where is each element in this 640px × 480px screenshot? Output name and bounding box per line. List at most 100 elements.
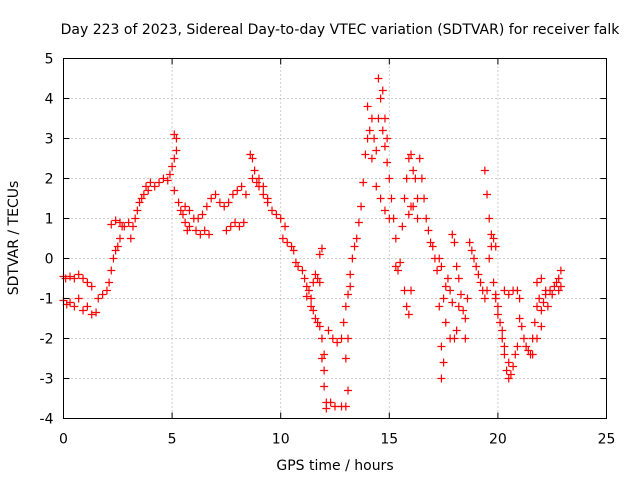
data-point (294, 262, 303, 271)
data-point (509, 362, 518, 371)
data-point (441, 318, 450, 327)
data-point (178, 210, 187, 219)
data-point (515, 294, 524, 303)
data-point (309, 306, 318, 315)
data-point (380, 142, 389, 151)
data-point (222, 226, 231, 235)
data-point (398, 222, 407, 231)
data-point (344, 290, 353, 299)
data-point (237, 182, 246, 191)
data-point (443, 274, 452, 283)
data-point (202, 202, 211, 211)
data-point (409, 166, 418, 175)
data-point (413, 214, 422, 223)
data-point (205, 230, 214, 239)
data-point (380, 206, 389, 215)
data-point (437, 342, 446, 351)
data-point (174, 198, 183, 207)
x-axis-label: GPS time / hours (276, 458, 393, 474)
data-point (235, 222, 244, 231)
data-point (363, 102, 372, 111)
data-point (465, 238, 474, 247)
data-point (215, 198, 224, 207)
data-point (435, 302, 444, 311)
data-point (519, 334, 528, 343)
data-point (496, 318, 505, 327)
data-point (493, 302, 502, 311)
data-point (407, 286, 416, 295)
data-point (109, 254, 118, 263)
chart-title: Day 223 of 2023, Sidereal Day-to-day VTE… (61, 22, 621, 38)
data-point (361, 150, 370, 159)
y-tick-label: 0 (45, 252, 54, 268)
data-point (298, 266, 307, 275)
x-tick-label: 10 (272, 432, 290, 448)
data-point (70, 302, 79, 311)
data-point (537, 274, 546, 283)
data-point (500, 350, 509, 359)
data-point (139, 190, 148, 199)
data-point (376, 194, 385, 203)
data-point (111, 216, 120, 225)
data-point (461, 334, 470, 343)
data-point (400, 194, 409, 203)
data-point (500, 286, 509, 295)
data-point (254, 174, 263, 183)
data-point (389, 214, 398, 223)
data-point (196, 230, 205, 239)
data-point (107, 220, 116, 229)
data-point (491, 294, 500, 303)
data-point (532, 334, 541, 343)
data-point (385, 174, 394, 183)
data-point (185, 206, 194, 215)
data-point (207, 194, 216, 203)
data-point (532, 302, 541, 311)
data-point (248, 154, 257, 163)
data-point (409, 202, 418, 211)
data-point (476, 278, 485, 287)
data-point (528, 350, 537, 359)
data-point (387, 194, 396, 203)
data-point (74, 294, 83, 303)
data-point (483, 190, 492, 199)
data-point (115, 234, 124, 243)
y-tick-label: 2 (45, 172, 54, 188)
data-point (165, 170, 174, 179)
data-point (367, 154, 376, 163)
data-point (113, 242, 122, 251)
data-point (304, 286, 313, 295)
data-point (163, 176, 172, 185)
data-point (380, 114, 389, 123)
data-point (470, 254, 479, 263)
data-point (535, 294, 544, 303)
data-point (126, 234, 135, 243)
data-point (417, 174, 426, 183)
data-point (428, 242, 437, 251)
y-tick-label: 3 (45, 132, 54, 148)
data-point (341, 354, 350, 363)
data-point (539, 298, 548, 307)
data-point (404, 310, 413, 319)
y-tick-label: -3 (40, 372, 54, 388)
data-point (498, 326, 507, 335)
data-point (320, 366, 329, 375)
data-point (198, 210, 207, 219)
data-point (181, 202, 190, 211)
data-point (420, 194, 429, 203)
data-point (155, 178, 164, 187)
y-tick-label: 1 (45, 212, 54, 228)
data-point (383, 158, 392, 167)
y-tick-label: -4 (40, 412, 54, 428)
data-point (146, 178, 155, 187)
data-point (322, 404, 331, 413)
data-point (530, 318, 539, 327)
data-point (115, 218, 124, 227)
data-point (372, 182, 381, 191)
data-point (283, 238, 292, 247)
data-point (278, 234, 287, 243)
data-point (276, 214, 285, 223)
data-point (220, 202, 229, 211)
data-point (359, 178, 368, 187)
data-point (317, 334, 326, 343)
